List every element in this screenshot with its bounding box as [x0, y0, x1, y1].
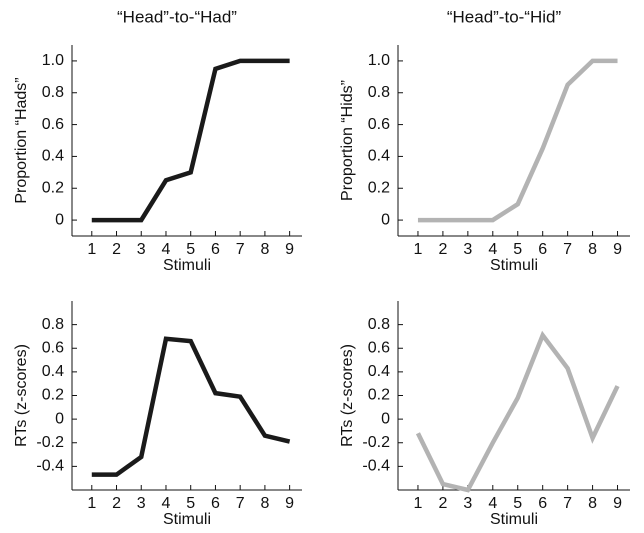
- y-tick-label: 0.8: [42, 84, 64, 101]
- x-tick-label: 9: [285, 495, 294, 512]
- y-tick-label: -0.4: [362, 458, 390, 475]
- x-tick-label: 2: [438, 495, 447, 512]
- y-tick-label: 0: [55, 211, 64, 228]
- y-tick-label: 0.2: [42, 179, 64, 196]
- x-axis-label: Stimuli: [490, 257, 538, 274]
- y-tick-label: 0: [55, 410, 64, 427]
- x-tick-label: 2: [112, 495, 121, 512]
- x-tick-label: 3: [137, 495, 146, 512]
- y-tick-label: -0.2: [362, 434, 390, 451]
- y-tick-label: 0.4: [368, 363, 390, 380]
- y-tick-label: 0.6: [368, 116, 390, 133]
- x-tick-label: 8: [588, 495, 597, 512]
- y-axis-label: RTs (z-scores): [13, 344, 30, 447]
- data-line: [91, 58, 290, 223]
- x-tick-label: 2: [438, 241, 447, 258]
- x-tick-label: 3: [463, 495, 472, 512]
- x-tick-label: 1: [414, 241, 423, 258]
- x-tick-label: 5: [186, 241, 195, 258]
- x-tick-label: 9: [613, 241, 622, 258]
- x-tick-label: 8: [260, 241, 269, 258]
- x-tick-label: 1: [87, 241, 96, 258]
- x-axis-label: Stimuli: [163, 511, 211, 528]
- x-tick-label: 9: [285, 241, 294, 258]
- y-tick-label: 0.8: [368, 316, 390, 333]
- x-tick-label: 5: [186, 495, 195, 512]
- x-tick-label: 7: [563, 241, 572, 258]
- y-axis-label: Proportion “Hads”: [13, 77, 30, 203]
- x-tick-label: 3: [137, 241, 146, 258]
- x-tick-label: 8: [260, 495, 269, 512]
- y-tick-label: -0.4: [36, 458, 64, 475]
- x-tick-label: 6: [538, 241, 547, 258]
- x-tick-label: 2: [112, 241, 121, 258]
- x-tick-label: 1: [87, 495, 96, 512]
- x-tick-label: 5: [513, 495, 522, 512]
- y-tick-label: -0.2: [36, 434, 64, 451]
- y-tick-label: 0.6: [42, 116, 64, 133]
- x-tick-label: 4: [162, 241, 171, 258]
- x-tick-label: 4: [488, 495, 497, 512]
- x-tick-label: 6: [538, 495, 547, 512]
- y-tick-label: 0: [381, 211, 390, 228]
- x-tick-label: 6: [211, 495, 220, 512]
- x-tick-label: 9: [613, 495, 622, 512]
- y-tick-label: 0.8: [42, 316, 64, 333]
- y-tick-label: 0.8: [368, 84, 390, 101]
- x-tick-label: 5: [513, 241, 522, 258]
- x-tick-label: 7: [236, 241, 245, 258]
- y-tick-label: 0.2: [368, 179, 390, 196]
- x-tick-label: 4: [162, 495, 171, 512]
- y-tick-label: 0.4: [368, 148, 390, 165]
- y-tick-label: 0.4: [42, 148, 64, 165]
- x-tick-label: 1: [414, 495, 423, 512]
- x-tick-label: 8: [588, 241, 597, 258]
- y-tick-label: 0.6: [42, 339, 64, 356]
- y-tick-label: 0.2: [42, 387, 64, 404]
- data-line: [417, 58, 618, 223]
- x-tick-label: 7: [236, 495, 245, 512]
- x-tick-label: 3: [463, 241, 472, 258]
- x-axis-label: Stimuli: [163, 257, 211, 274]
- y-tick-label: 0.2: [368, 387, 390, 404]
- y-tick-label: 0.6: [368, 339, 390, 356]
- y-axis-label: Proportion “Hids”: [339, 80, 356, 201]
- chart-title: “Head”-to-“Hid”: [447, 7, 562, 26]
- x-axis-label: Stimuli: [490, 511, 538, 528]
- chart-title: “Head”-to-“Had”: [117, 7, 237, 26]
- y-tick-label: 1.0: [42, 52, 64, 69]
- y-tick-label: 0.4: [42, 363, 64, 380]
- y-axis-label: RTs (z-scores): [339, 344, 356, 447]
- x-tick-label: 7: [563, 495, 572, 512]
- data-line: [415, 330, 620, 493]
- y-tick-label: 0: [381, 410, 390, 427]
- x-tick-label: 4: [488, 241, 497, 258]
- data-line: [91, 336, 291, 477]
- y-tick-label: 1.0: [368, 52, 390, 69]
- x-tick-label: 6: [211, 241, 220, 258]
